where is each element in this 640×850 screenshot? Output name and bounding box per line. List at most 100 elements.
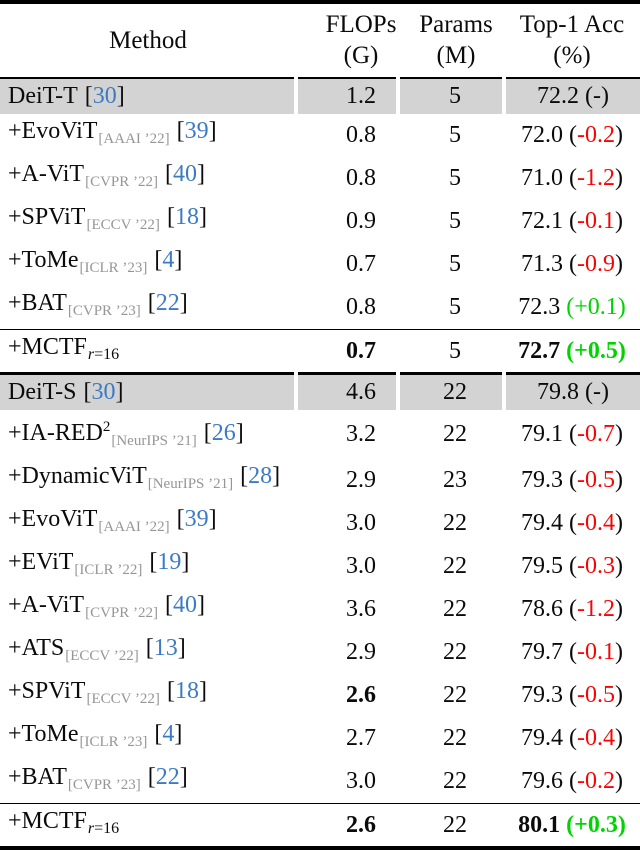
method-cell: +SPViT[ECCV ’22] [18] xyxy=(0,200,296,243)
venue-subscript: [NeurIPS ’21] xyxy=(111,433,197,449)
params-cell: 5 xyxy=(449,165,461,191)
method-name: +ATS xyxy=(8,635,65,661)
citation: [4] xyxy=(154,247,183,273)
header-top1-acc: Top-1 Acc (%) xyxy=(504,2,640,79)
acc-value: 72.0 xyxy=(521,122,563,148)
acc-value: 72.2 xyxy=(537,83,579,109)
acc-value: 72.3 xyxy=(518,294,561,320)
method-name: +SPViT xyxy=(8,678,86,704)
method-name: +ToMe xyxy=(8,247,79,273)
method-cell: +MCTFr=16 xyxy=(0,803,296,848)
citation-number[interactable]: 30 xyxy=(91,379,116,405)
table-header: Method FLOPs (G) Params (M) Top-1 Acc (%) xyxy=(0,2,640,79)
acc-cell: 79.8 (-) xyxy=(502,372,640,410)
citation-number[interactable]: 4 xyxy=(162,721,175,747)
header-flops: FLOPs (G) xyxy=(296,2,398,79)
citation-number[interactable]: 39 xyxy=(184,118,209,144)
citation-number[interactable]: 13 xyxy=(153,635,178,661)
acc-delta: (-1.2) xyxy=(569,596,623,622)
flops-cell: 2.9 xyxy=(346,639,376,665)
method-cell: +EvoViT[AAAI ’22] [39] xyxy=(0,114,296,157)
citation-number[interactable]: 18 xyxy=(174,678,199,704)
citation-number[interactable]: 26 xyxy=(211,420,236,446)
acc-cell: 79.7 (-0.1) xyxy=(504,631,640,674)
method-name: +SPViT xyxy=(8,204,86,230)
flops-cell: 0.8 xyxy=(346,294,376,320)
flops-cell: 3.6 xyxy=(346,596,376,622)
flops-cell: 1.2 xyxy=(294,78,398,114)
venue-subscript: [AAAI ’22] xyxy=(98,131,170,147)
venue-subscript: [ICLR ’22] xyxy=(74,562,143,578)
citation-number[interactable]: 40 xyxy=(173,592,197,618)
method-name: +DynamicViT xyxy=(8,463,147,489)
citation: [39] xyxy=(176,506,217,532)
acc-cell: 71.0 (-1.2) xyxy=(504,157,640,200)
venue-subscript: [ECCV ’22] xyxy=(65,648,139,664)
params-cell: 5 xyxy=(449,294,461,320)
method-name: +A-ViT xyxy=(8,592,85,618)
method-name: +A-ViT xyxy=(8,161,85,187)
acc-cell: 79.1 (-0.7) xyxy=(504,410,640,459)
venue-subscript: [NeurIPS ’21] xyxy=(147,476,234,492)
citation: [26] xyxy=(203,420,244,446)
citation: [13] xyxy=(145,635,186,661)
acc-cell: 79.3 (-0.5) xyxy=(504,674,640,717)
acc-value: 71.3 xyxy=(521,251,563,277)
citation: [18] xyxy=(166,678,207,704)
params-cell: 22 xyxy=(443,510,467,536)
citation-number[interactable]: 30 xyxy=(92,83,117,109)
method-cell: +BAT[CVPR ’23] [22] xyxy=(0,286,296,330)
citation-number[interactable]: 22 xyxy=(155,764,180,790)
method-name: +ToMe xyxy=(8,721,79,747)
acc-delta: (-0.9) xyxy=(569,251,623,277)
citation-number[interactable]: 28 xyxy=(248,463,273,489)
acc-delta: (-0.3) xyxy=(569,553,623,579)
acc-cell: 79.4 (-0.4) xyxy=(504,717,640,760)
table-row-evovit-s: +EvoViT[AAAI ’22] [39] 3.0 22 79.4 (-0.4) xyxy=(0,502,640,545)
table-body: DeiT-T [30] 1.2 5 72.2 (-) +EvoViT[AAAI ’2… xyxy=(0,78,640,848)
flops-cell: 3.2 xyxy=(346,421,376,447)
method-cell: +ToMe[ICLR ’23] [4] xyxy=(0,717,296,760)
acc-value: 79.1 xyxy=(521,421,563,447)
method-cell: +IA-RED2[NeurIPS ’21] [26] xyxy=(0,410,296,459)
method-cell: +MCTFr=16 xyxy=(0,329,296,374)
params-cell: 22 xyxy=(443,682,467,708)
acc-delta: (-0.4) xyxy=(569,725,623,751)
citation-number[interactable]: 39 xyxy=(184,506,209,532)
citation: [30] xyxy=(84,83,125,109)
acc-value: 79.4 xyxy=(521,725,563,751)
acc-cell: 79.5 (-0.3) xyxy=(504,545,640,588)
superscript: 2 xyxy=(102,419,111,435)
method-name: DeiT-T xyxy=(8,83,78,109)
method-name: +MCTF xyxy=(8,334,87,360)
citation-number[interactable]: 18 xyxy=(174,204,199,230)
acc-cell: 72.0 (-0.2) xyxy=(504,114,640,157)
citation-number[interactable]: 40 xyxy=(173,161,197,187)
acc-cell: 72.2 (-) xyxy=(502,78,640,114)
acc-value: 79.7 xyxy=(521,639,563,665)
params-cell: 5 xyxy=(449,208,461,234)
flops-cell: 4.6 xyxy=(294,372,398,410)
citation: [39] xyxy=(176,118,217,144)
mctf-subscript: r=16 xyxy=(87,820,120,837)
acc-value: 80.1 xyxy=(518,811,561,838)
table-row-tome-s: +ToMe[ICLR ’23] [4] 2.7 22 79.4 (-0.4) xyxy=(0,717,640,760)
citation: [30] xyxy=(83,379,124,405)
venue-subscript: [AAAI ’22] xyxy=(98,519,170,535)
venue-subscript: [ICLR ’23] xyxy=(79,260,148,276)
method-name: +BAT xyxy=(8,290,67,316)
acc-cell: 79.4 (-0.4) xyxy=(504,502,640,545)
citation-number[interactable]: 19 xyxy=(157,549,182,575)
acc-delta: (-0.7) xyxy=(569,421,623,447)
citation-number[interactable]: 22 xyxy=(155,290,180,316)
citation-number[interactable]: 4 xyxy=(162,247,175,273)
method-cell: +A-ViT[CVPR ’22] [40] xyxy=(0,588,296,631)
acc-value: 79.4 xyxy=(521,510,563,536)
table-row-avit-s: +A-ViT[CVPR ’22] [40] 3.6 22 78.6 (-1.2) xyxy=(0,588,640,631)
acc-delta: (-) xyxy=(585,379,609,405)
acc-value: 71.0 xyxy=(521,165,563,191)
citation: [18] xyxy=(166,204,207,230)
acc-delta: (-0.1) xyxy=(569,639,623,665)
acc-value: 72.1 xyxy=(521,208,563,234)
table-row-ats-s: +ATS[ECCV ’22] [13] 2.9 22 79.7 (-0.1) xyxy=(0,631,640,674)
